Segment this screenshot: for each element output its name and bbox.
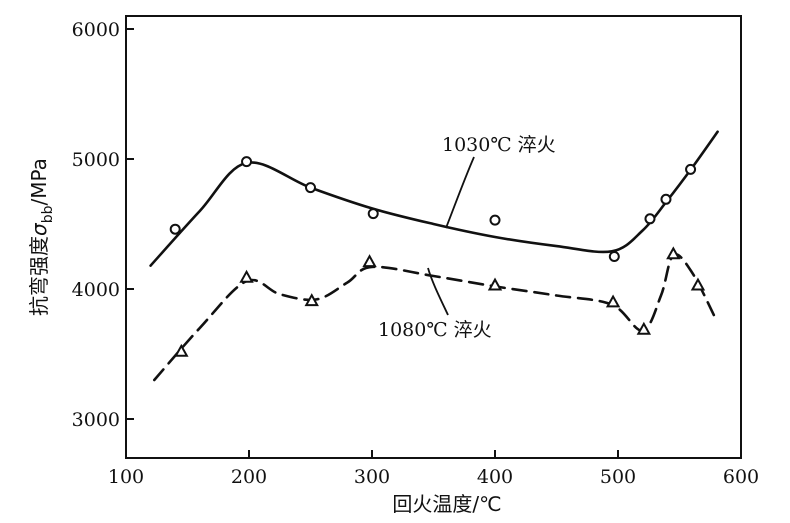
data-point-circle [305,182,316,194]
data-point-circle [489,214,501,226]
series-markers [169,156,706,357]
x-tick-label: 200 [231,466,267,488]
data-point-triangle [690,277,706,291]
leader-line-1080 [427,267,449,316]
data-point-triangle [304,293,319,307]
data-point-circle [685,163,697,175]
y-tick-label: 3000 [72,409,120,431]
series-label-1080: 1080℃ 淬火 [378,319,492,341]
series-label-1030: 1030℃ 淬火 [442,134,556,156]
data-point-triangle [605,294,621,308]
data-point-circle [241,156,253,168]
data-point-circle [169,223,181,235]
data-point-triangle [487,277,503,291]
y-tick-label: 5000 [72,149,120,171]
data-point-triangle [636,321,652,335]
y-axis-title-unit: /MPa [27,158,51,205]
data-point-triangle [666,246,681,260]
data-point-circle [660,193,672,205]
x-tick-label: 100 [108,466,144,488]
x-tick-label: 600 [723,466,759,488]
x-tick-label: 400 [477,466,513,488]
data-point-circle [644,213,656,225]
tick-labels: 100 200 300 400 500 600 3000 4000 5000 6000 [72,19,759,488]
x-tick-label: 300 [354,466,390,488]
y-axis-title-sub: bb [40,205,56,223]
x-tick-label: 500 [600,466,636,488]
data-point-triangle [239,269,254,283]
data-point-triangle [362,254,377,268]
series-curves [149,130,719,382]
y-tick-label: 4000 [72,279,120,301]
series-line-0 [149,130,719,267]
plot-frame [125,15,742,459]
axis-ticks [125,28,742,458]
y-axis-title-symbol: σ [27,222,51,236]
data-point-triangle [174,343,189,357]
svg-text:抗弯强度σbb/MPa: 抗弯强度σbb/MPa [27,158,56,316]
data-point-circle [608,251,620,262]
y-axis-title: 抗弯强度σbb/MPa [27,158,56,316]
y-tick-label: 6000 [72,19,120,41]
data-point-circle [367,208,379,220]
x-axis-title: 回火温度/℃ [392,492,501,516]
y-axis-title-main: 抗弯强度 [27,236,51,316]
series-line-1 [153,253,718,382]
leader-line-1030 [445,156,475,229]
